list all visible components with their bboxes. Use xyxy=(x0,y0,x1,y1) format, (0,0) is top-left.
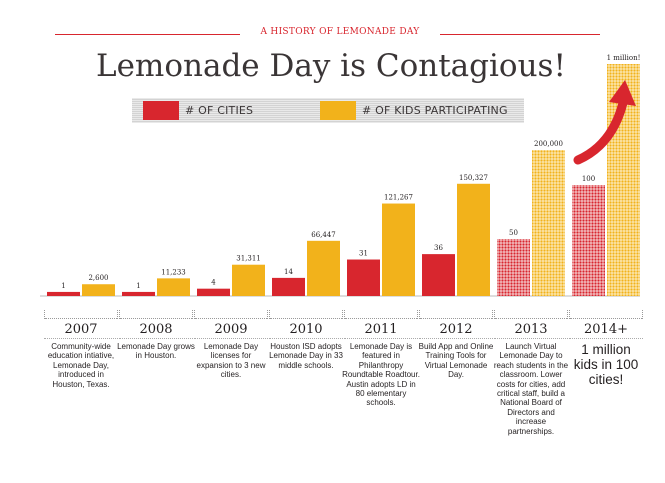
data-label-kids-2007: 2,600 xyxy=(88,274,108,282)
timeline-year: 2012 xyxy=(439,322,473,337)
legend-swatch-kids xyxy=(320,101,356,120)
timeline-tick xyxy=(419,310,493,319)
data-label-kids-2011: 121,267 xyxy=(384,194,413,202)
timeline-divider xyxy=(119,338,193,340)
timeline-divider xyxy=(569,338,643,340)
arrow-head-icon xyxy=(609,80,636,106)
bar-kids-2009 xyxy=(232,264,265,296)
bar-cities-2010 xyxy=(272,277,305,296)
timeline-divider xyxy=(344,338,418,340)
bar-kids-2013 xyxy=(532,150,565,296)
bar-kids-2012 xyxy=(457,183,490,296)
data-label-kids-2009: 31,311 xyxy=(236,255,261,263)
kicker-rule-left xyxy=(55,34,240,35)
bar-cities-2014+ xyxy=(572,185,605,296)
bar-kids-2010 xyxy=(307,240,340,296)
timeline-tick xyxy=(269,310,343,319)
bar-cities-2011 xyxy=(347,259,380,296)
bar-kids-2011 xyxy=(382,203,415,296)
timeline-year: 2008 xyxy=(139,322,173,337)
data-label-cities-2011: 31 xyxy=(359,250,368,258)
data-label-cities-2008: 1 xyxy=(136,282,140,290)
bar-cities-2007 xyxy=(47,291,80,296)
bar-cities-2012 xyxy=(422,254,455,296)
kicker-rule-right xyxy=(440,34,600,35)
data-label-kids-2013: 200,000 xyxy=(534,140,563,148)
timeline-tick xyxy=(344,310,418,319)
timeline-tick xyxy=(569,310,643,319)
data-label-cities-2012: 36 xyxy=(434,244,443,252)
timeline-divider xyxy=(44,338,118,340)
timeline-year: 2013 xyxy=(514,322,548,337)
legend-label-cities: # OF CITIES xyxy=(185,104,254,117)
legend-swatch-cities xyxy=(143,101,179,120)
data-label-cities-2009: 4 xyxy=(211,279,216,287)
data-label-kids-2008: 11,233 xyxy=(161,268,186,276)
bar-kids-2008 xyxy=(157,278,190,296)
bar-kids-2007 xyxy=(82,284,115,296)
timeline-description: Launch Virtual Lemonade Day to reach stu… xyxy=(493,342,569,436)
timeline-tick xyxy=(194,310,268,319)
bar-cities-2008 xyxy=(122,291,155,296)
timeline-description: Lemonade Day licenses for expansion to 3… xyxy=(196,342,266,380)
kicker: A HISTORY OF LEMONADE DAY xyxy=(260,27,420,37)
timeline-description: Lemonade Day is featured in Philanthropy… xyxy=(342,342,420,408)
timeline-description: 1 million kids in 100 cities! xyxy=(573,342,639,387)
data-label-kids-2010: 66,447 xyxy=(311,231,336,239)
timeline-tick xyxy=(44,310,118,319)
bar-cities-2009 xyxy=(197,288,230,296)
data-label-cities-2014+: 100 xyxy=(582,175,595,183)
timeline-year: 2011 xyxy=(364,322,398,337)
timeline-description: Lemonade Day grows in Houston. xyxy=(117,342,195,361)
bar-cities-2013 xyxy=(497,239,530,296)
legend-label-kids: # OF KIDS PARTICIPATING xyxy=(362,104,508,117)
timeline-divider xyxy=(194,338,268,340)
data-label-cities-2007: 1 xyxy=(61,282,65,290)
timeline-year: 2007 xyxy=(64,322,98,337)
data-label-cities-2010: 14 xyxy=(284,268,293,276)
timeline-divider xyxy=(419,338,493,340)
timeline-tick xyxy=(494,310,568,319)
timeline-divider xyxy=(494,338,568,340)
data-label-kids-2012: 150,327 xyxy=(459,174,488,182)
timeline-year: 2014+ xyxy=(584,322,628,337)
data-label-kids-2014+: 1 million! xyxy=(607,54,641,62)
timeline-year: 2009 xyxy=(214,322,248,337)
timeline-divider xyxy=(269,338,343,340)
arrow-icon xyxy=(573,98,628,165)
timeline-year: 2010 xyxy=(289,322,323,337)
timeline-description: Build App and Online Training Tools for … xyxy=(418,342,494,380)
timeline-tick xyxy=(119,310,193,319)
timeline-description: Community-wide education intiative, Lemo… xyxy=(47,342,115,389)
data-label-cities-2013: 50 xyxy=(509,229,518,237)
page-title: Lemonade Day is Contagious! xyxy=(96,48,566,84)
timeline-description: Houston ISD adopts Lemonade Day in 33 mi… xyxy=(269,342,343,370)
